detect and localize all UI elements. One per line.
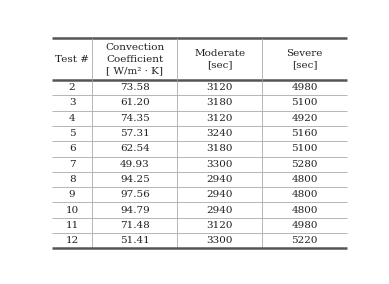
Text: 4: 4 — [69, 114, 75, 123]
Text: 3300: 3300 — [207, 236, 233, 245]
Text: 2: 2 — [69, 83, 75, 92]
Text: 3180: 3180 — [207, 99, 233, 107]
Text: 6: 6 — [69, 144, 75, 153]
Text: 4920: 4920 — [291, 114, 318, 123]
Text: 12: 12 — [65, 236, 79, 245]
Text: 2940: 2940 — [207, 206, 233, 215]
Text: 5280: 5280 — [291, 160, 318, 169]
Text: 62.54: 62.54 — [120, 144, 150, 153]
Text: 4800: 4800 — [291, 206, 318, 215]
Text: 49.93: 49.93 — [120, 160, 150, 169]
Text: Severe
[sec]: Severe [sec] — [286, 49, 323, 70]
Text: 5100: 5100 — [291, 144, 318, 153]
Text: 7: 7 — [69, 160, 75, 169]
Text: 94.25: 94.25 — [120, 175, 150, 184]
Text: 4800: 4800 — [291, 190, 318, 199]
Text: 2940: 2940 — [207, 190, 233, 199]
Text: 4980: 4980 — [291, 83, 318, 92]
Text: 3180: 3180 — [207, 144, 233, 153]
Text: 5160: 5160 — [291, 129, 318, 138]
Text: 10: 10 — [65, 206, 79, 215]
Text: 3120: 3120 — [207, 83, 233, 92]
Text: 5100: 5100 — [291, 99, 318, 107]
Text: 8: 8 — [69, 175, 75, 184]
Text: 4800: 4800 — [291, 175, 318, 184]
Text: 5: 5 — [69, 129, 75, 138]
Text: Test #: Test # — [55, 55, 89, 64]
Text: 51.41: 51.41 — [120, 236, 150, 245]
Text: 71.48: 71.48 — [120, 221, 150, 230]
Text: 97.56: 97.56 — [120, 190, 150, 199]
Text: 3: 3 — [69, 99, 75, 107]
Text: Moderate
[sec]: Moderate [sec] — [194, 49, 245, 70]
Text: 2940: 2940 — [207, 175, 233, 184]
Text: 3120: 3120 — [207, 221, 233, 230]
Text: 9: 9 — [69, 190, 75, 199]
Text: 94.79: 94.79 — [120, 206, 150, 215]
Text: 11: 11 — [65, 221, 79, 230]
Text: Convection
Coefficient
[ W/m² · K]: Convection Coefficient [ W/m² · K] — [105, 43, 165, 75]
Text: 4980: 4980 — [291, 221, 318, 230]
Text: 73.58: 73.58 — [120, 83, 150, 92]
Text: 3240: 3240 — [207, 129, 233, 138]
Text: 3120: 3120 — [207, 114, 233, 123]
Text: 3300: 3300 — [207, 160, 233, 169]
Text: 74.35: 74.35 — [120, 114, 150, 123]
Text: 61.20: 61.20 — [120, 99, 150, 107]
Text: 57.31: 57.31 — [120, 129, 150, 138]
Text: 5220: 5220 — [291, 236, 318, 245]
